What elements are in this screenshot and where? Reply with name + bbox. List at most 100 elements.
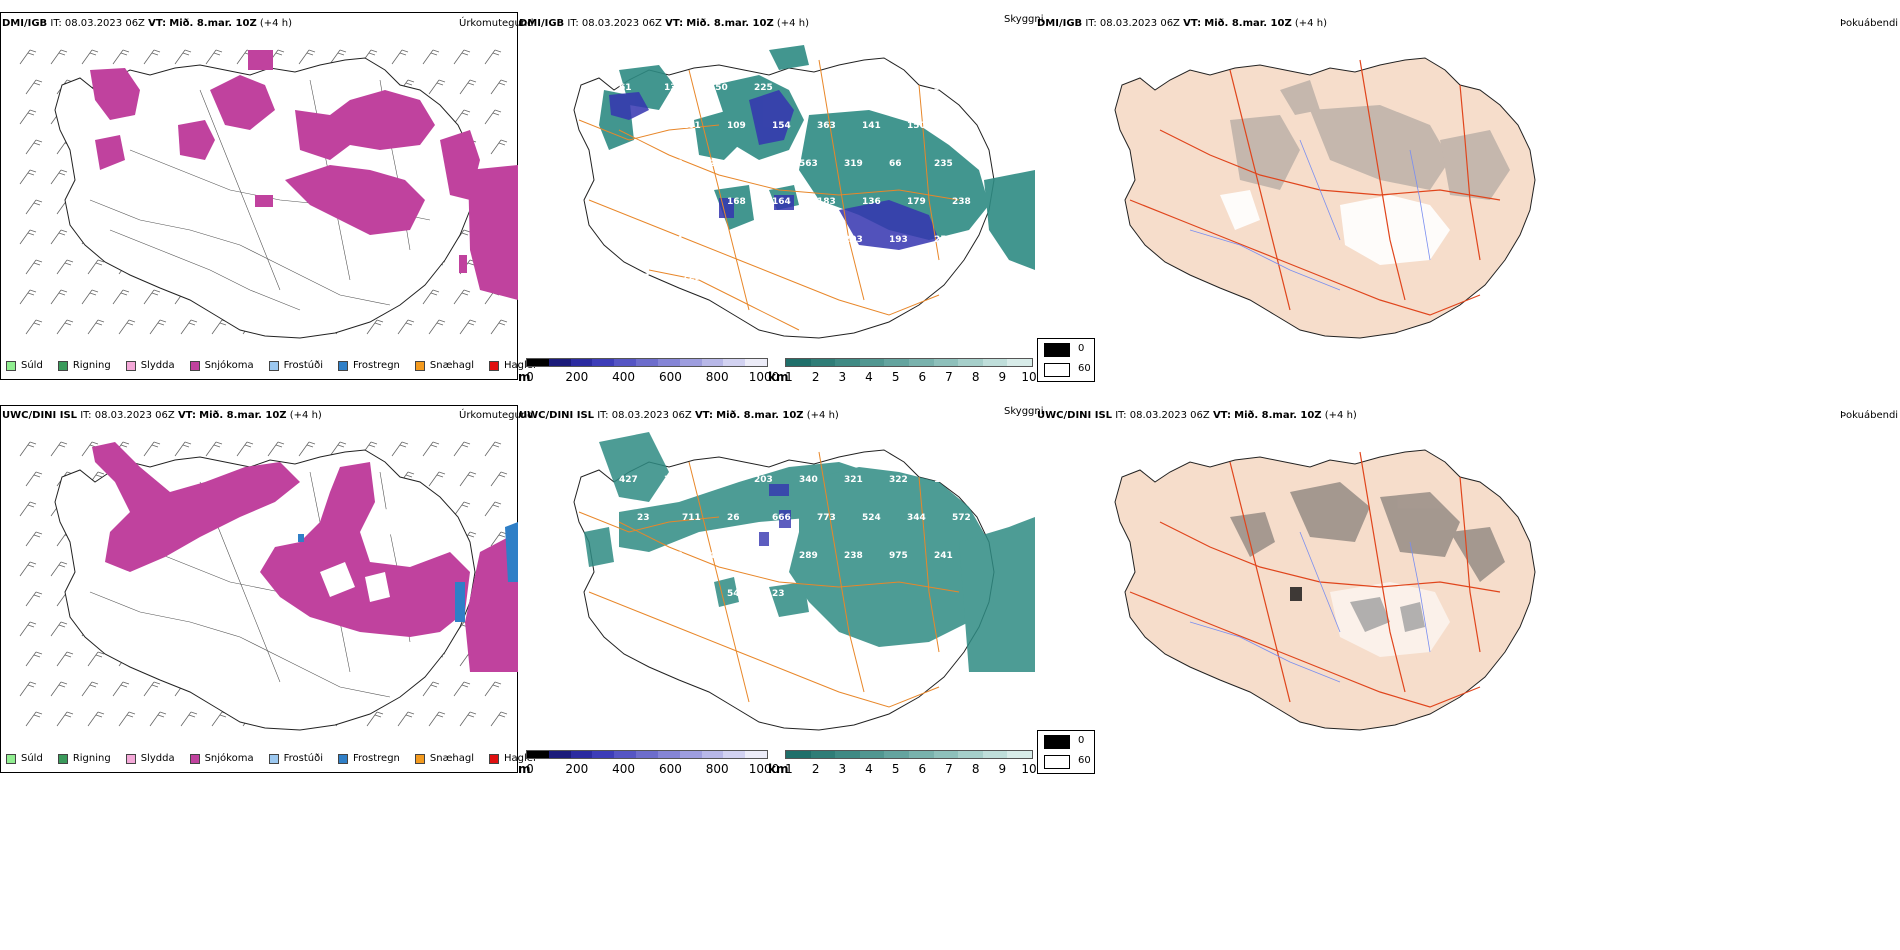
colorbar-km-unit: km bbox=[768, 762, 789, 776]
colorbar-cell bbox=[570, 751, 593, 758]
vis-value-label: 224 bbox=[754, 551, 773, 561]
vt-value: Mið. 8.mar. 10Z bbox=[686, 18, 774, 29]
colorbar-m-2: m 0 200 400 600 800 1000 bbox=[518, 750, 779, 778]
wind-barb bbox=[56, 651, 74, 667]
vis-value-label: 410 bbox=[709, 551, 728, 561]
vis-value-label: 149 bbox=[889, 83, 908, 93]
vis-value-label: 301 bbox=[844, 83, 863, 93]
wind-barb bbox=[19, 229, 37, 245]
vis-value-label: 225 bbox=[754, 83, 773, 93]
wind-barb bbox=[484, 681, 502, 697]
lead-time: (+4 h) bbox=[776, 18, 809, 29]
wind-barb bbox=[422, 441, 440, 457]
model-name: UWC/DINI ISL bbox=[1037, 410, 1113, 421]
vis-value-label: 541 bbox=[727, 589, 746, 599]
wind-barb bbox=[211, 319, 229, 335]
colorbar-tick: 600 bbox=[658, 762, 682, 776]
glacier-white bbox=[1220, 190, 1260, 230]
wind-barb bbox=[149, 319, 167, 335]
vt-label: VT: bbox=[148, 18, 167, 29]
wind-barb bbox=[428, 319, 446, 335]
wind-barb bbox=[25, 471, 43, 487]
fog-value-white: 60 bbox=[1078, 363, 1091, 374]
panel-header-precip-2: UWC/DINI ISL IT: 08.03.2023 06Z VT: Mið.… bbox=[2, 410, 322, 421]
freezing-rain-areas bbox=[298, 522, 518, 622]
vis-value-label: 321 bbox=[844, 475, 863, 485]
legend-item: Frostregn bbox=[338, 753, 400, 764]
vis-value-label: 344 bbox=[907, 513, 926, 523]
colorbar-cell bbox=[884, 359, 909, 366]
visibility-blue bbox=[759, 484, 791, 546]
panel-title-fog-2: Þokuábendi bbox=[1840, 410, 1899, 421]
vis-value-label: 141 bbox=[862, 121, 881, 131]
it-label: IT: bbox=[567, 18, 579, 29]
vis-value-label: 238 bbox=[952, 197, 971, 207]
colorbar-tick: 5 bbox=[891, 370, 900, 384]
wind-barb bbox=[25, 259, 43, 275]
it-label: IT: bbox=[597, 410, 609, 421]
legend-swatch bbox=[189, 753, 200, 764]
wind-barb bbox=[19, 441, 37, 457]
colorbar-cell bbox=[701, 359, 724, 366]
vis-value-label: 102 bbox=[934, 475, 953, 485]
vis-value-label: 179 bbox=[907, 197, 926, 207]
vis-value-label: 387 bbox=[619, 551, 638, 561]
colorbar-m-cells bbox=[526, 358, 768, 367]
wind-barb bbox=[112, 681, 130, 697]
wind-barb bbox=[453, 109, 471, 125]
wind-barb bbox=[25, 651, 43, 667]
colorbar-cell bbox=[958, 359, 983, 366]
vis-value-label: 233 bbox=[754, 235, 773, 245]
colorbar-tick: 6 bbox=[918, 370, 927, 384]
colorbar-cell bbox=[570, 359, 593, 366]
legend-swatch bbox=[338, 753, 348, 764]
lead-time: (+4 h) bbox=[259, 18, 292, 29]
vis-value-label: 23 bbox=[772, 589, 785, 599]
wind-barb bbox=[50, 441, 68, 457]
legend-label: Haglél bbox=[504, 753, 536, 764]
colorbar-tick: 800 bbox=[705, 370, 729, 384]
colorbar-m-unit: m bbox=[518, 370, 531, 384]
wind-barb bbox=[174, 49, 192, 65]
vis-value-label: 319 bbox=[664, 475, 683, 485]
colorbar-tick: 1000 bbox=[748, 762, 780, 776]
wind-barb bbox=[81, 289, 99, 305]
vt-label: VT: bbox=[177, 410, 196, 421]
vt-value: Mið. 8.mar. 10Z bbox=[199, 410, 287, 421]
colorbar-cell bbox=[982, 359, 1008, 366]
legend-label: Rigning bbox=[72, 753, 111, 764]
vis-value-label: 254 bbox=[664, 235, 683, 245]
colorbar-tick: 7 bbox=[945, 370, 953, 384]
colorbar-cell bbox=[933, 751, 959, 758]
precip-map-2 bbox=[19, 441, 518, 731]
colorbar-tick: 8 bbox=[971, 762, 980, 776]
colorbar-cell bbox=[786, 751, 811, 758]
legend-swatch bbox=[268, 360, 279, 371]
colorbar-tick: 3 bbox=[838, 370, 847, 384]
colorbar-tick: 1 bbox=[785, 370, 793, 384]
colorbar-m-1: m 0 200 400 600 800 1000 bbox=[518, 358, 779, 386]
vis-value-label: 131 bbox=[664, 83, 683, 93]
fog-value-white: 60 bbox=[1078, 755, 1091, 766]
wind-barb bbox=[453, 681, 471, 697]
colorbar-km-2: km 1 2 3 4 5 6 7 8 9 10 bbox=[768, 750, 1037, 778]
vis-value-label: 167 bbox=[637, 589, 656, 599]
legend-item: Snæhagl bbox=[414, 360, 474, 371]
colorbar-cell bbox=[723, 751, 746, 758]
fog-legend-1: 0 60 bbox=[1037, 338, 1095, 382]
colorbar-cell bbox=[884, 751, 909, 758]
vis-value-label: 154 bbox=[772, 121, 791, 131]
colorbar-km-1: km 1 2 3 4 5 6 7 8 9 10 bbox=[768, 358, 1037, 386]
vis-value-label: 23 bbox=[637, 513, 650, 523]
legend-swatch bbox=[414, 360, 425, 371]
wind-barb bbox=[56, 319, 74, 335]
legend-swatch bbox=[268, 753, 279, 764]
colorbar-cell bbox=[592, 751, 615, 758]
glacier-white bbox=[1340, 195, 1450, 265]
colorbar-tick: 8 bbox=[971, 370, 980, 384]
fog-value-black: 0 bbox=[1078, 735, 1085, 746]
legend-swatch bbox=[414, 753, 425, 764]
legend-swatch bbox=[6, 753, 16, 764]
colorbar-cell bbox=[527, 359, 549, 366]
wind-barb bbox=[422, 49, 440, 65]
